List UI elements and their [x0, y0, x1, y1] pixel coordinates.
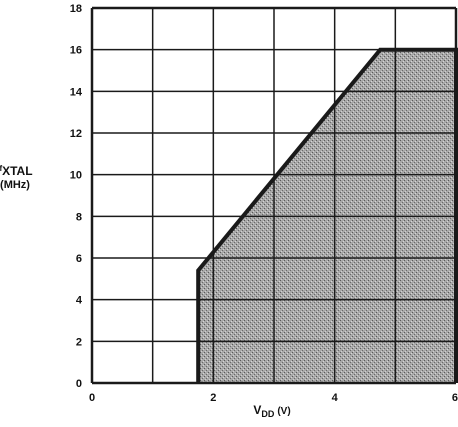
- y-tick-label: 16: [70, 45, 82, 57]
- x-axis-title: VDD (V): [253, 403, 290, 419]
- x-axis-label-sub: DD: [261, 409, 274, 419]
- x-axis-label-main: V: [253, 403, 261, 417]
- y-tick-label: 8: [76, 211, 82, 223]
- x-axis-label-unit: (V): [277, 406, 290, 417]
- y-tick-labels: 0 2 4 6 8 10 12 14 16 18: [70, 3, 83, 390]
- y-axis-label-prefix: f: [0, 164, 2, 173]
- y-tick-label: 4: [76, 295, 83, 307]
- y-axis-label-top: fXTAL: [0, 164, 33, 178]
- x-tick-labels: 0 2 4 6: [89, 392, 458, 404]
- x-axis-label: VDD (V): [253, 403, 290, 419]
- grid-layer: [90, 6, 458, 385]
- y-tick-label: 6: [76, 253, 82, 265]
- operating-region-outline-layer: [196, 47, 458, 383]
- y-axis-label-unit: (MHz): [0, 179, 30, 191]
- y-tick-label: 18: [70, 3, 82, 15]
- y-tick-label: 2: [76, 336, 82, 348]
- x-tick-label: 6: [452, 392, 458, 404]
- y-tick-label: 12: [70, 128, 82, 140]
- y-tick-label: 10: [70, 170, 82, 182]
- y-tick-label: 0: [76, 378, 82, 390]
- operating-region-boundary: [196, 47, 458, 383]
- y-tick-label: 14: [70, 86, 83, 98]
- y-axis-label-main: XTAL: [2, 164, 32, 178]
- y-axis-title: fXTAL (MHz): [0, 164, 33, 191]
- x-tick-label: 0: [89, 392, 95, 404]
- x-tick-label: 4: [332, 392, 339, 404]
- x-tick-label: 2: [210, 392, 216, 404]
